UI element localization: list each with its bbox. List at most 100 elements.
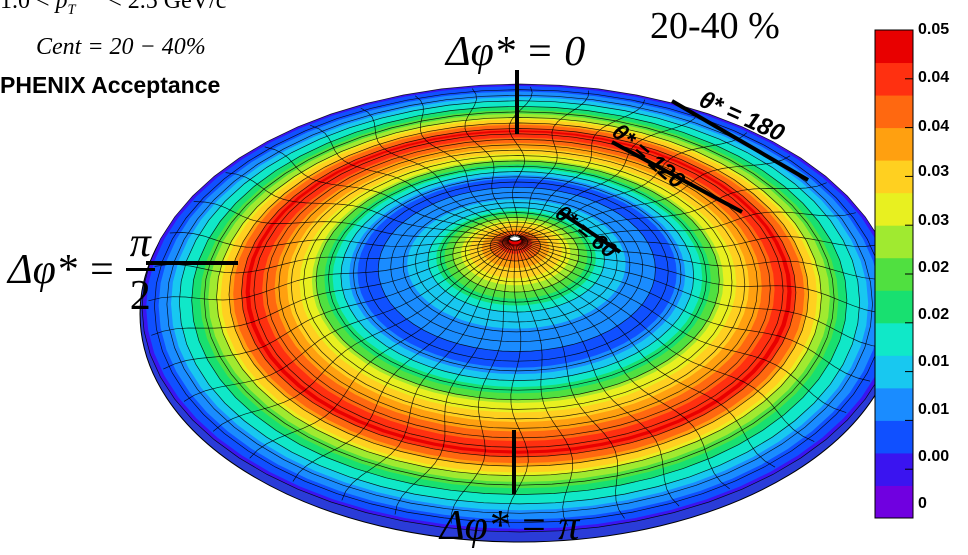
mesh-radial — [520, 211, 856, 241]
mesh-ring — [353, 176, 682, 372]
colorbar-tick-label: 0 — [918, 495, 927, 512]
mesh-ring — [390, 192, 644, 343]
centrality-label: Cent = 20 − 40% — [36, 34, 206, 60]
mesh-ring — [290, 149, 746, 420]
mesh-ring — [154, 89, 886, 524]
colorbar-tick-label: 0.04 — [918, 69, 950, 86]
colorbar-swatch — [875, 290, 913, 324]
mesh-radial — [341, 243, 513, 501]
panel-label: 20-40 % — [650, 5, 780, 47]
mesh-radial — [151, 240, 510, 336]
mesh-radial — [450, 244, 515, 524]
mesh-radial — [519, 155, 791, 239]
colorbar-swatch — [875, 95, 913, 129]
angle-markers — [146, 70, 810, 494]
theta-60-marker — [558, 210, 622, 254]
mesh-radial — [414, 95, 514, 238]
mesh-radial — [521, 240, 886, 349]
colorbar-tick-label: 0.04 — [918, 118, 950, 135]
mesh-ring — [452, 217, 580, 293]
mesh-ring — [477, 226, 554, 272]
mesh-radial — [169, 232, 510, 248]
mesh-radial — [521, 235, 877, 248]
mesh-ring — [328, 165, 707, 391]
mesh-radial — [520, 182, 827, 239]
theta-180-marker — [670, 99, 810, 182]
mesh-radial — [520, 241, 871, 382]
mesh-radial — [518, 132, 748, 238]
mesh-radial — [519, 243, 776, 468]
colorbar-swatch — [875, 225, 913, 259]
surface-mesh — [141, 83, 899, 533]
mesh-ring — [253, 133, 784, 448]
mesh-radial — [212, 242, 511, 432]
mesh-radial — [518, 243, 730, 490]
mesh-radial — [292, 243, 512, 482]
colorbar-tick-label: 0.01 — [918, 401, 950, 418]
colorbar-swatch — [875, 192, 913, 226]
colorbar-tick-label: 0.01 — [918, 353, 950, 370]
mesh-radial — [154, 239, 509, 274]
mesh-radial — [394, 244, 514, 515]
mesh-ring — [141, 83, 899, 533]
mesh-ring — [303, 155, 733, 410]
mesh-ring — [241, 128, 797, 458]
mesh-radial — [516, 99, 646, 238]
mesh-radial — [249, 243, 511, 459]
colorbar — [874, 29, 914, 519]
colorbar-swatch — [875, 30, 913, 64]
mesh-radial — [521, 239, 889, 280]
colorbar-tick-label: 0.00 — [918, 448, 950, 465]
colorbar-swatch — [875, 127, 913, 161]
mesh-ring — [315, 160, 720, 401]
pt-range-label: 1.0 < pTassoc < 2.5 GeV/c — [0, 0, 227, 18]
mesh-ring — [265, 138, 771, 439]
mesh-radial — [520, 242, 847, 413]
mesh-ring — [228, 122, 809, 467]
phi-zero-label: Δφ* = 0 — [446, 29, 586, 75]
phi-pi-label: Δφ* = π — [440, 503, 580, 549]
mesh-ring — [365, 181, 669, 362]
mesh-radial — [516, 244, 625, 519]
mesh-radial — [309, 124, 512, 238]
phi-half-pi-label: Δφ* = π 2 — [8, 222, 155, 317]
mesh-radial — [515, 90, 589, 238]
mesh-radial — [163, 241, 510, 370]
mesh-ring — [464, 221, 567, 283]
mesh-ring — [166, 94, 873, 514]
acceptance-label: PHENIX Acceptance — [0, 72, 221, 98]
colorbar-swatch — [875, 387, 913, 421]
mesh-radial — [183, 242, 510, 402]
mesh-radial — [193, 201, 510, 240]
mesh-ring — [402, 197, 631, 333]
mesh-ring — [203, 111, 835, 486]
mesh-radial — [264, 146, 511, 239]
mesh-ring — [377, 186, 656, 352]
mesh-radial — [515, 244, 574, 526]
mesh-radial — [519, 242, 815, 442]
mesh-ring — [278, 144, 758, 429]
mesh-radial — [506, 244, 529, 528]
colorbar-tick-label: 0.05 — [918, 21, 950, 38]
mesh-radial — [464, 88, 515, 238]
mesh-ring — [178, 100, 861, 505]
mesh-radial — [225, 172, 511, 239]
mesh-ring — [415, 202, 618, 323]
colorbar-tick-label: 0.03 — [918, 212, 950, 229]
mesh-radial — [148, 240, 509, 302]
mesh-ring — [216, 117, 822, 477]
colorbar-tick-label: 0.02 — [918, 306, 950, 323]
mesh-ring — [191, 105, 848, 495]
colorbar-swatch — [875, 322, 913, 356]
mesh-radial — [517, 113, 699, 238]
mesh-radial — [360, 107, 513, 238]
theta-120-marker — [611, 140, 743, 214]
colorbar-tick-label: 0.03 — [918, 163, 950, 180]
mesh-ring — [340, 171, 695, 381]
mesh-radial — [521, 240, 892, 314]
mesh-radial — [517, 243, 680, 507]
colorbar-swatch — [875, 485, 913, 519]
colorbar-swatch — [875, 420, 913, 454]
